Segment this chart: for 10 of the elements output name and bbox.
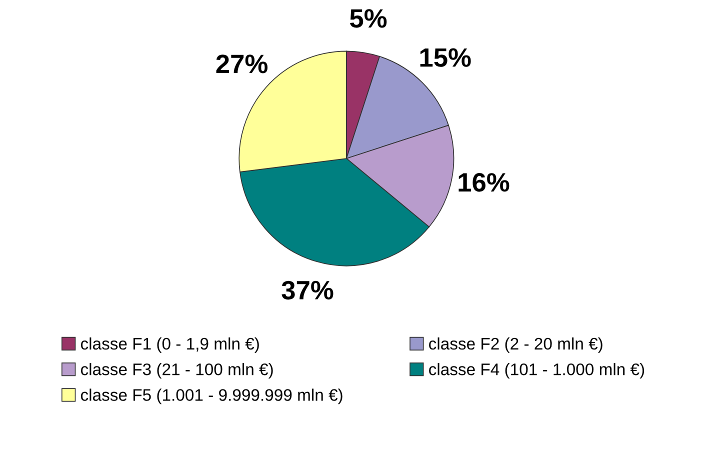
- legend-label: classe F5 (1.001 - 9.999.999 mln €): [80, 388, 342, 404]
- legend-label: classe F2 (2 - 20 mln €): [429, 337, 602, 353]
- legend-label: classe F4 (101 - 1.000 mln €): [429, 363, 644, 379]
- data-label: 15%: [420, 48, 471, 67]
- data-label: 27%: [216, 54, 268, 74]
- legend-label: classe F1 (0 - 1,9 mln €): [80, 337, 259, 353]
- data-label: 16%: [458, 173, 510, 192]
- data-label: 37%: [282, 280, 334, 300]
- legend-label: classe F3 (21 - 100 mln €): [80, 363, 273, 379]
- data-label: 5%: [350, 9, 387, 28]
